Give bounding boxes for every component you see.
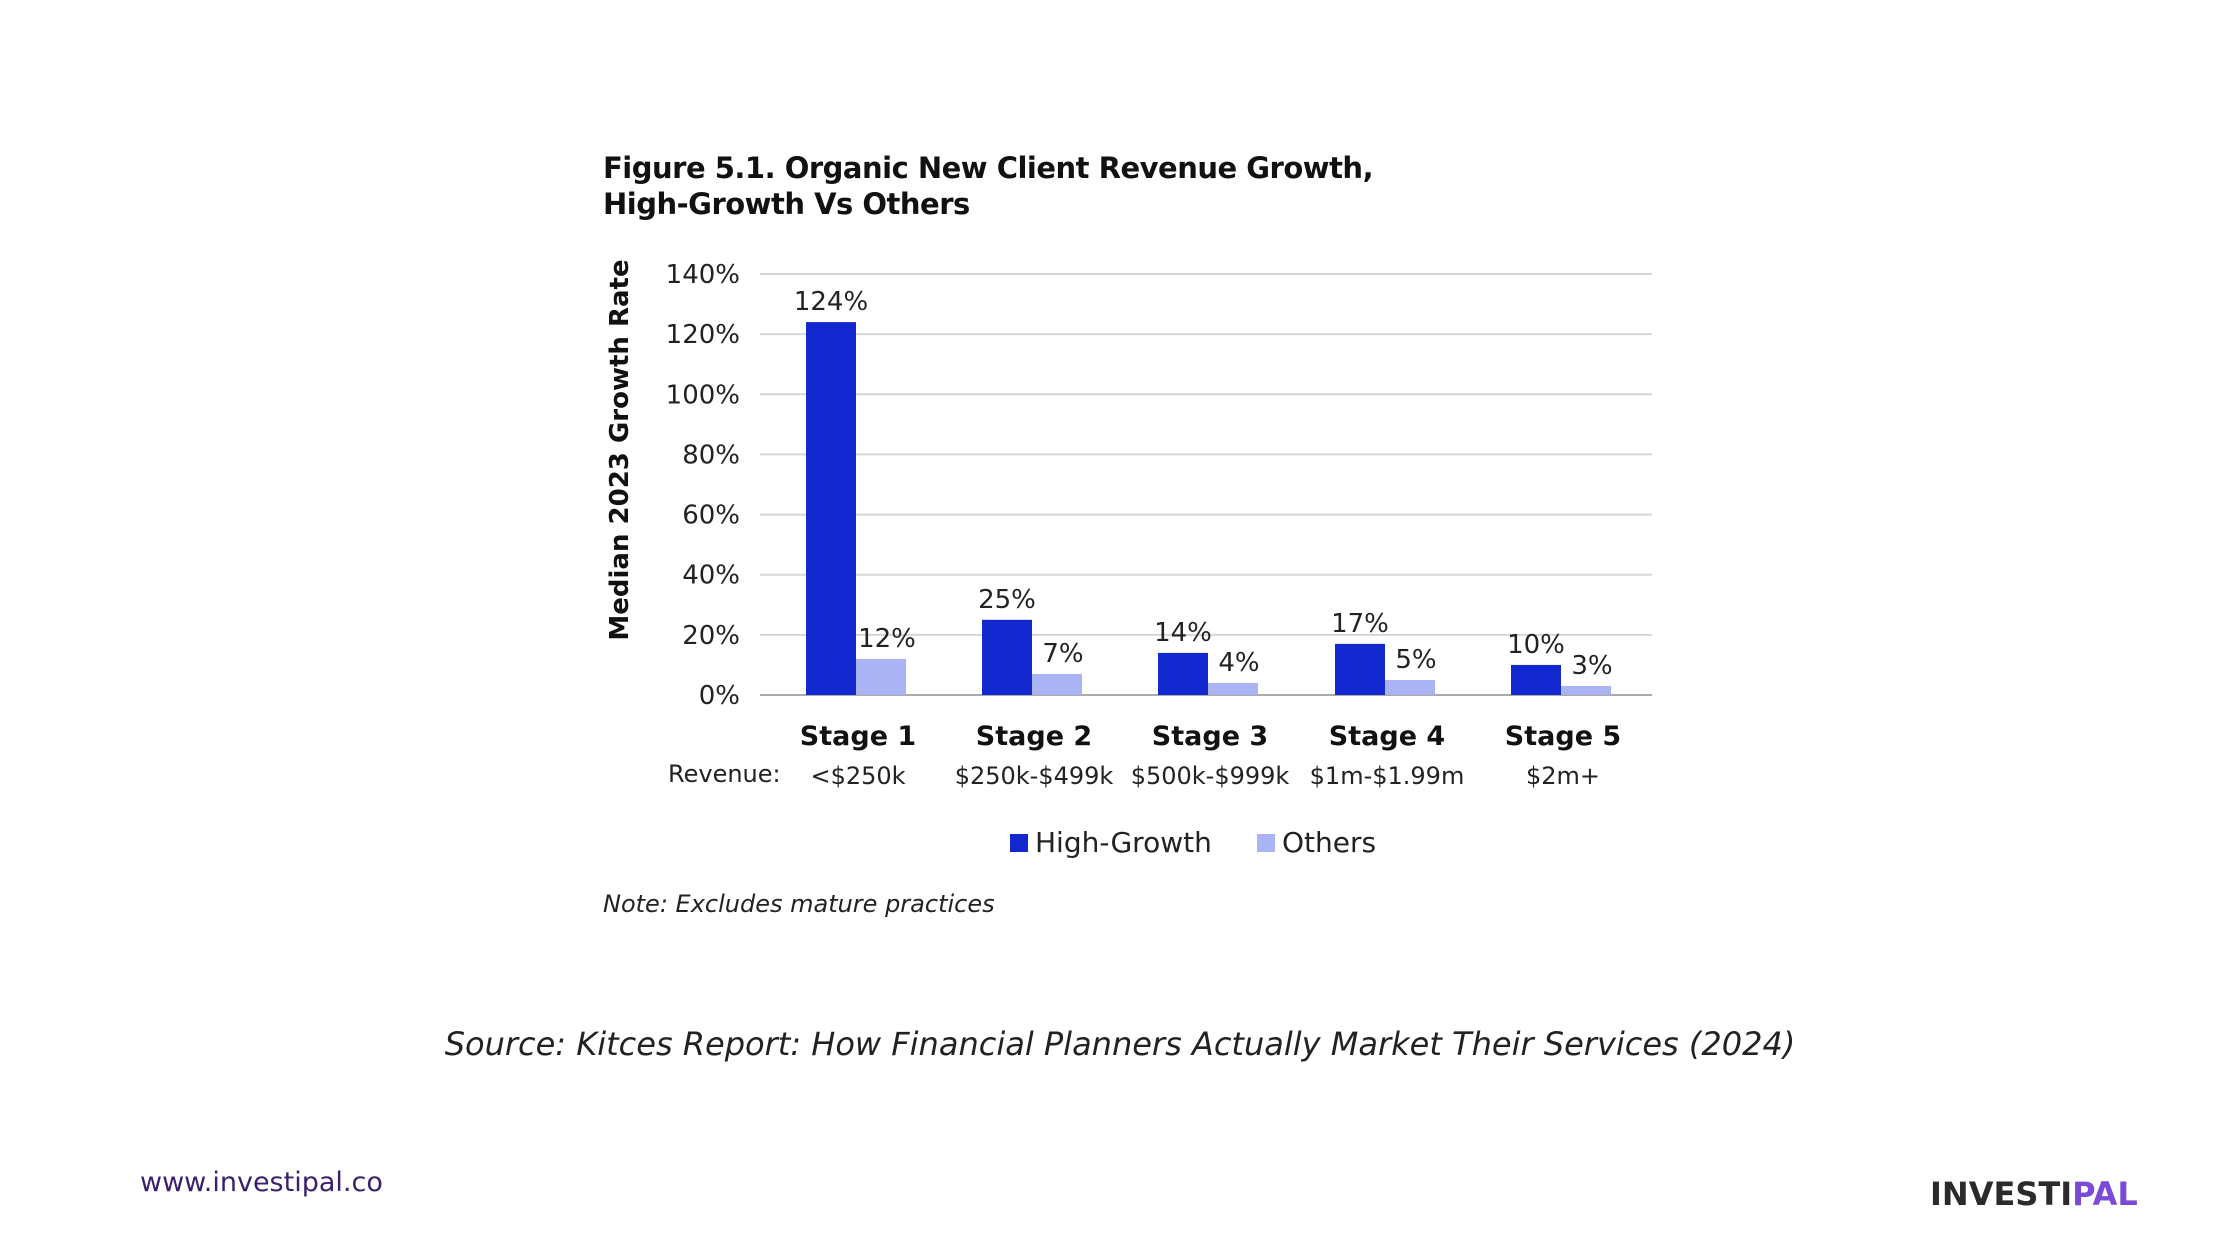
bar-high-growth (806, 322, 856, 695)
data-label: 124% (794, 287, 868, 317)
y-tick-label: 0% (699, 681, 740, 711)
y-tick-label: 120% (666, 320, 740, 350)
bar-high-growth (1335, 643, 1385, 695)
bar-others (1385, 679, 1435, 695)
revenue-label: $2m+ (1526, 762, 1600, 790)
data-labels: 124% 12% 25%7% 14%4% 17%5% 10%3% (794, 287, 1613, 681)
investipal-logo: INVESTIPAL (1930, 1175, 2138, 1213)
data-label: 14% (1154, 618, 1212, 648)
legend: High-Growth Others (1010, 826, 1376, 859)
category-label: Stage 4 (1329, 721, 1445, 752)
bar-high-growth (1511, 664, 1561, 695)
legend-swatch-others (1257, 834, 1275, 852)
category-label: Stage 5 (1505, 721, 1621, 752)
bar-others (856, 658, 906, 695)
data-label: 7% (1042, 639, 1083, 669)
y-tick-label: 40% (682, 561, 740, 591)
y-tick-label: 20% (682, 621, 740, 651)
y-axis-ticks: 0% 20% 40% 60% 80% 100% 120% 140% (666, 260, 740, 711)
category-label: Stage 2 (976, 721, 1092, 752)
legend-swatch-high-growth (1010, 834, 1028, 852)
bar-others (1208, 682, 1258, 695)
logo-text-part-2: PAL (2072, 1175, 2138, 1213)
chart-title-line-2: High-Growth Vs Others (603, 187, 970, 221)
legend-label-others: Others (1282, 826, 1376, 859)
source-caption: Source: Kitces Report: How Financial Pla… (444, 1025, 1796, 1063)
chart-note: Note: Excludes mature practices (603, 890, 995, 918)
bar-others (1561, 685, 1611, 695)
y-axis-label: Median 2023 Growth Rate (605, 259, 635, 640)
y-tick-label: 100% (666, 380, 740, 410)
data-label: 4% (1218, 648, 1259, 678)
category-label: Stage 1 (800, 721, 916, 752)
y-tick-label: 80% (682, 440, 740, 470)
y-tick-label: 60% (682, 501, 740, 531)
website-link[interactable]: www.investipal.co (140, 1167, 383, 1198)
revenue-prefix: Revenue: (668, 760, 781, 788)
revenue-label: $500k-$999k (1131, 762, 1290, 790)
bar-others (1032, 673, 1082, 695)
chart: Figure 5.1. Organic New Client Revenue G… (603, 151, 1652, 918)
y-tick-label: 140% (666, 260, 740, 290)
data-label: 17% (1331, 609, 1389, 639)
legend-label-high-growth: High-Growth (1035, 826, 1212, 859)
revenue-label: $1m-$1.99m (1310, 762, 1465, 790)
bar-high-growth (1158, 652, 1208, 695)
chart-title-line-1: Figure 5.1. Organic New Client Revenue G… (603, 151, 1373, 185)
revenue-label: <$250k (810, 762, 905, 790)
logo-text-part-1: INVESTI (1930, 1175, 2073, 1213)
data-label: 5% (1395, 645, 1436, 675)
category-labels: Stage 1 <$250k Stage 2 $250k-$499k Stage 3 $5… (800, 721, 1621, 790)
data-label: 3% (1571, 651, 1612, 681)
revenue-label: $250k-$499k (955, 762, 1114, 790)
data-label: 12% (858, 624, 916, 654)
bars (806, 322, 1611, 695)
bar-high-growth (982, 619, 1032, 695)
data-label: 10% (1507, 630, 1565, 660)
category-label: Stage 3 (1152, 721, 1268, 752)
gridlines (760, 273, 1652, 696)
data-label: 25% (978, 585, 1036, 615)
